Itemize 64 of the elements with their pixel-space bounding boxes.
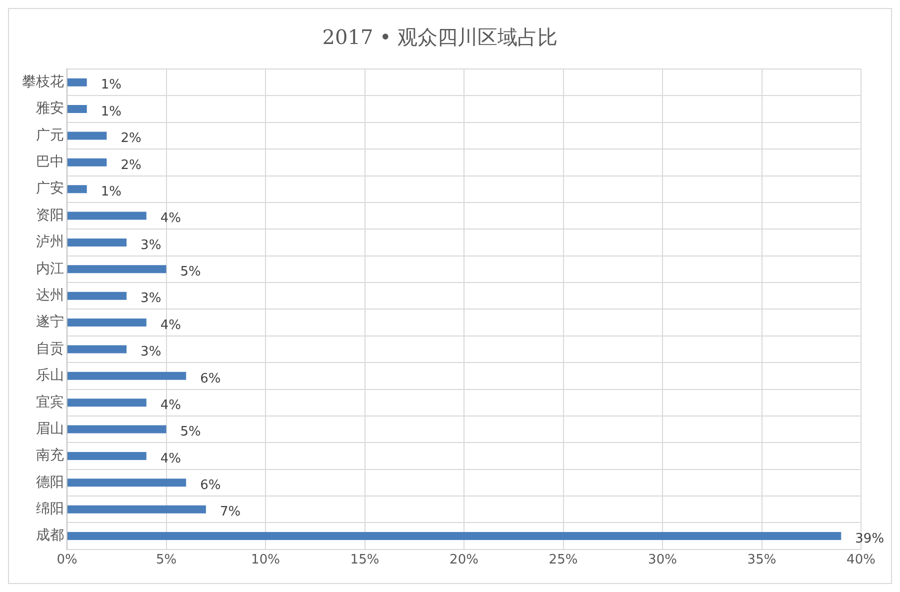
bar: [68, 532, 842, 540]
bar: [68, 398, 146, 407]
data-label: 1%: [100, 104, 122, 120]
data-label: 3%: [140, 291, 162, 306]
y-tick-label: 眉山: [36, 420, 64, 437]
bar: [68, 425, 166, 434]
data-label: 3%: [140, 238, 162, 253]
data-label: 6%: [200, 371, 221, 386]
y-tick-label: 攀枝花: [22, 74, 64, 90]
bar: [68, 505, 206, 514]
y-tick-label: 巴中: [36, 154, 64, 170]
y-tick-label: 广安: [36, 180, 64, 197]
y-tick-label: 乐山: [36, 368, 64, 384]
bar: [68, 238, 127, 246]
y-tick-label: 遂宁: [36, 314, 64, 330]
bar: [68, 78, 87, 86]
bar: [68, 185, 87, 194]
y-tick-label: 自贡: [36, 340, 64, 357]
data-label: 1%: [100, 78, 122, 93]
data-label: 4%: [160, 318, 182, 333]
data-label: 1%: [100, 184, 122, 200]
data-label: 2%: [120, 158, 142, 173]
bar: [68, 105, 87, 114]
x-tick-label: 5%: [156, 552, 177, 568]
bar: [68, 158, 107, 166]
bar: [68, 318, 146, 327]
bar: [68, 372, 186, 380]
y-tick-label: 德阳: [36, 474, 64, 490]
data-label: 5%: [180, 424, 201, 440]
y-tick-label: 成都: [36, 528, 64, 544]
data-label: 3%: [140, 344, 162, 360]
data-label: 6%: [200, 478, 221, 494]
x-tick-label: 0%: [56, 552, 78, 568]
x-tick-label: 20%: [450, 552, 478, 568]
data-label: 4%: [160, 398, 182, 413]
data-label: 4%: [160, 451, 182, 466]
data-label: 39%: [855, 531, 884, 546]
bar: [68, 132, 107, 140]
y-tick-label: 资阳: [36, 207, 64, 224]
x-tick-label: 35%: [747, 552, 776, 568]
x-tick-label: 10%: [251, 552, 280, 568]
y-tick-label: 绵阳: [36, 501, 64, 518]
bar: [68, 452, 146, 460]
y-tick-label: 广元: [36, 127, 64, 144]
y-tick-label: 泸州: [36, 234, 64, 250]
y-tick-label: 雅安: [36, 100, 64, 117]
y-tick-label: 内江: [36, 260, 64, 277]
x-tick-label: 15%: [350, 552, 380, 568]
y-tick-label: 南充: [36, 448, 64, 464]
x-tick-label: 25%: [548, 552, 578, 568]
data-label: 7%: [220, 504, 241, 520]
bar: [68, 478, 186, 487]
bar: [68, 292, 127, 300]
y-tick-label: 达州: [36, 287, 64, 304]
x-tick-label: 40%: [846, 552, 876, 568]
bar: [68, 265, 166, 274]
x-tick-label: 30%: [648, 552, 677, 568]
bar: [68, 212, 146, 220]
y-tick-label: 宜宾: [36, 394, 64, 410]
data-label: 2%: [120, 131, 142, 146]
chart-title: 2017 • 观众四川区域占比: [322, 25, 558, 50]
data-label: 4%: [160, 211, 182, 226]
data-label: 5%: [180, 264, 201, 280]
bar: [68, 345, 127, 354]
